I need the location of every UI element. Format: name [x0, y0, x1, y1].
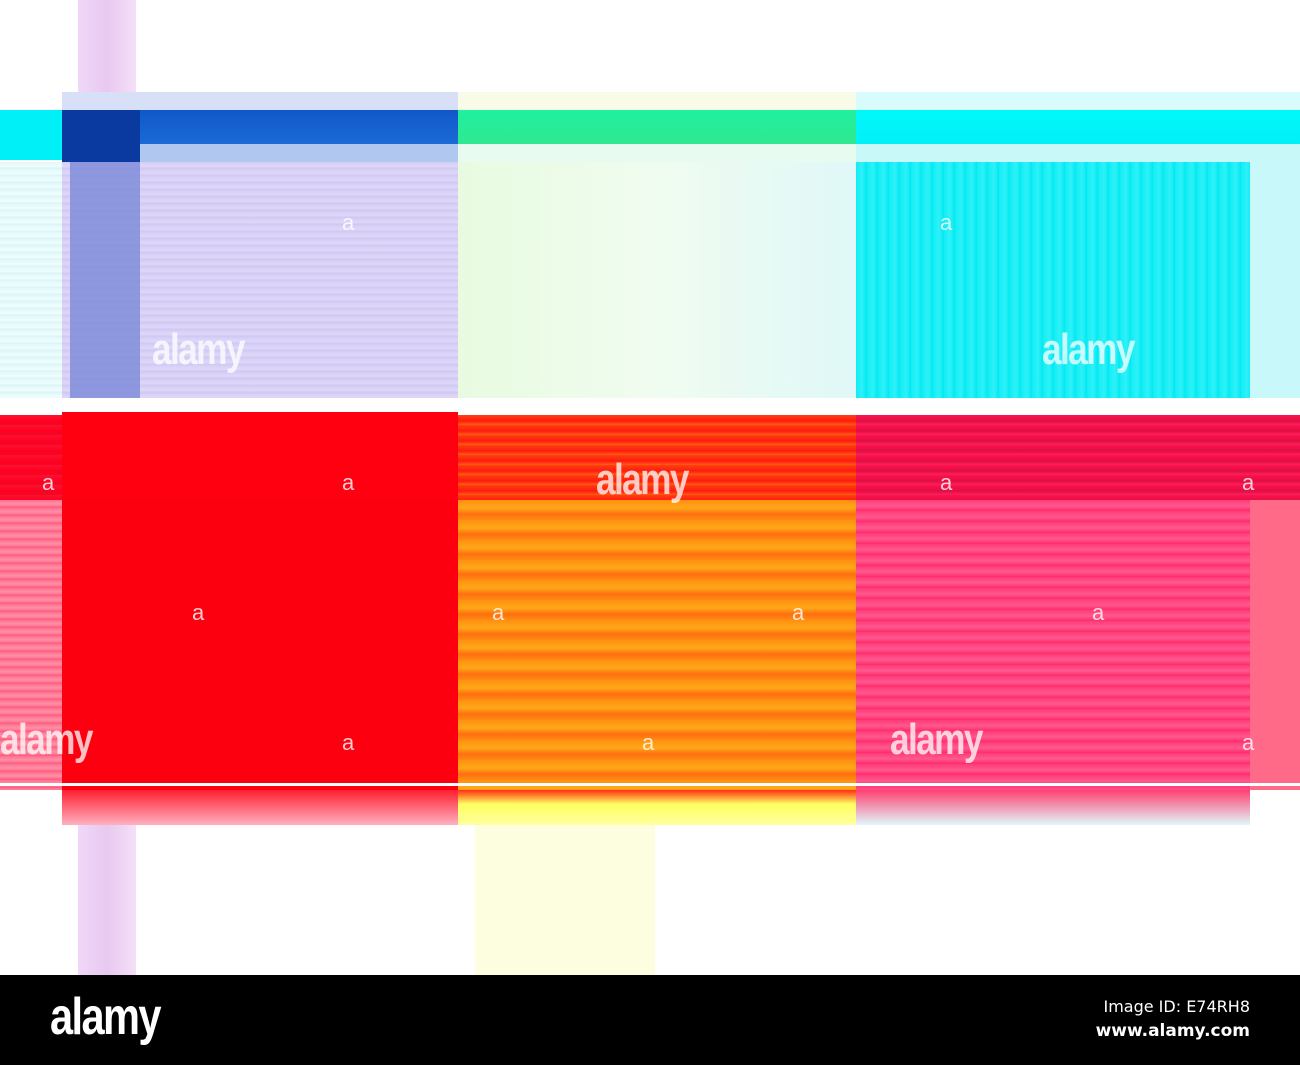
- red-band-left-box: [62, 412, 458, 500]
- watermark-letter: a: [940, 470, 953, 495]
- bottom-band-right: [856, 790, 1250, 825]
- top-band-cyan-left: [0, 110, 62, 160]
- watermark-letter: a: [492, 600, 505, 625]
- watermark-letter: a: [192, 600, 205, 625]
- alamy-logo: alamy: [50, 988, 162, 1046]
- watermark: alamy: [1042, 325, 1135, 374]
- bottom-band-left: [62, 790, 458, 825]
- watermark-letter: a: [792, 600, 805, 625]
- upper-edge-left: [0, 162, 62, 398]
- watermark-letter: a: [42, 470, 55, 495]
- white-line-lower: [0, 783, 1300, 786]
- white-line-upper: [0, 398, 1300, 412]
- watermark-letter: a: [342, 210, 355, 235]
- watermark: alamy: [890, 715, 983, 764]
- image-id: Image ID: E74RH8: [1103, 997, 1250, 1016]
- lower-box-pink: [856, 500, 1250, 790]
- lower-box-red: [62, 500, 458, 790]
- top-band-dark-blue-cell: [62, 110, 140, 162]
- site-url: www.alamy.com: [1095, 1021, 1250, 1041]
- upper-box-lavender-dark-col: [70, 162, 140, 398]
- red-band-mid: [458, 415, 856, 500]
- lower-box-orange: [458, 500, 856, 790]
- upper-box-pale-green: [458, 162, 856, 398]
- upper-box-cyan: [856, 162, 1250, 398]
- abstract-artwork: alamy alamy alamy alamy alamy a a a a a …: [0, 0, 1300, 975]
- vertical-stripe-mid-faint: [475, 820, 655, 975]
- top-band-green: [458, 92, 856, 162]
- watermark-letter: a: [642, 730, 655, 755]
- watermark: alamy: [0, 715, 93, 764]
- footer-bar: alamy Image ID: E74RH8 www.alamy.com: [0, 975, 1300, 1065]
- upper-edge-right: [1250, 162, 1300, 398]
- watermark-letter: a: [1242, 730, 1255, 755]
- red-band-right: [856, 415, 1300, 500]
- watermark-letter: a: [1092, 600, 1105, 625]
- bottom-band-mid: [458, 790, 856, 825]
- watermark-letter: a: [342, 470, 355, 495]
- top-band-cyan-right: [856, 92, 1300, 162]
- lower-edge-right: [1250, 500, 1300, 790]
- watermark-letter: a: [1242, 470, 1255, 495]
- watermark: alamy: [152, 325, 245, 374]
- watermark-letter: a: [342, 730, 355, 755]
- watermark-letter: a: [940, 210, 953, 235]
- lower-edge-left: [0, 500, 62, 790]
- watermark: alamy: [596, 455, 689, 504]
